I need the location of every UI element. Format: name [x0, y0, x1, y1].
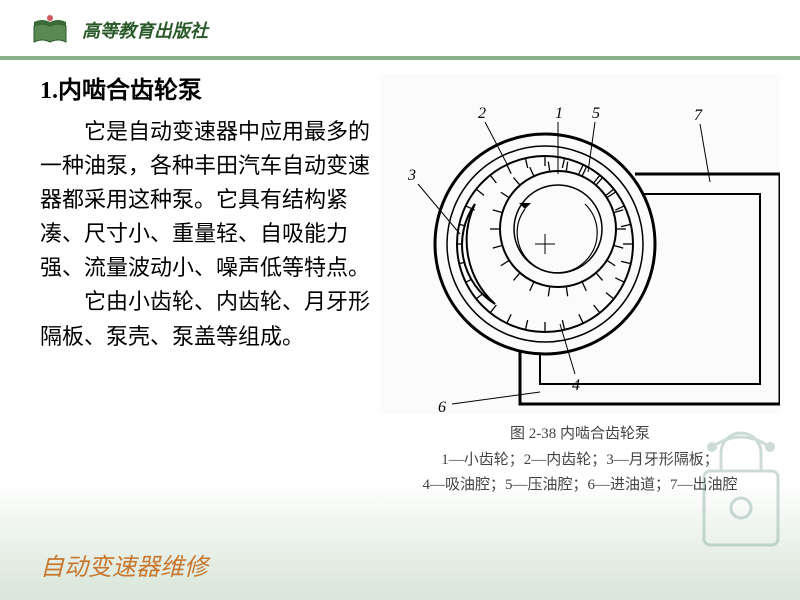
- text-column: 1.内啮合齿轮泵 它是自动变速器中应用最多的一种油泵，各种丰田汽车自动变速器都采…: [40, 70, 380, 499]
- publisher-name: 高等教育出版社: [82, 17, 208, 43]
- gear-pump-diagram: 1 2 3 4 5 6 7: [380, 74, 780, 414]
- label-1: 1: [555, 105, 563, 122]
- header: 高等教育出版社: [0, 0, 800, 60]
- label-3: 3: [407, 167, 416, 184]
- label-6: 6: [438, 399, 446, 414]
- label-4: 4: [572, 377, 580, 394]
- book-logo-icon: [30, 12, 70, 48]
- paragraph-1: 它是自动变速器中应用最多的一种油泵，各种丰田汽车自动变速器都采用这种泵。它具有结…: [40, 115, 370, 285]
- watermark-icon: [686, 425, 796, 560]
- label-5: 5: [592, 105, 600, 122]
- content-area: 1.内啮合齿轮泵 它是自动变速器中应用最多的一种油泵，各种丰田汽车自动变速器都采…: [0, 60, 800, 499]
- section-title: 1.内啮合齿轮泵: [40, 70, 370, 105]
- label-7: 7: [694, 107, 703, 124]
- label-2: 2: [478, 105, 486, 122]
- paragraph-2: 它由小齿轮、内齿轮、月牙形隔板、泵壳、泵盖等组成。: [40, 285, 370, 353]
- footer-title: 自动变速器维修: [40, 547, 208, 582]
